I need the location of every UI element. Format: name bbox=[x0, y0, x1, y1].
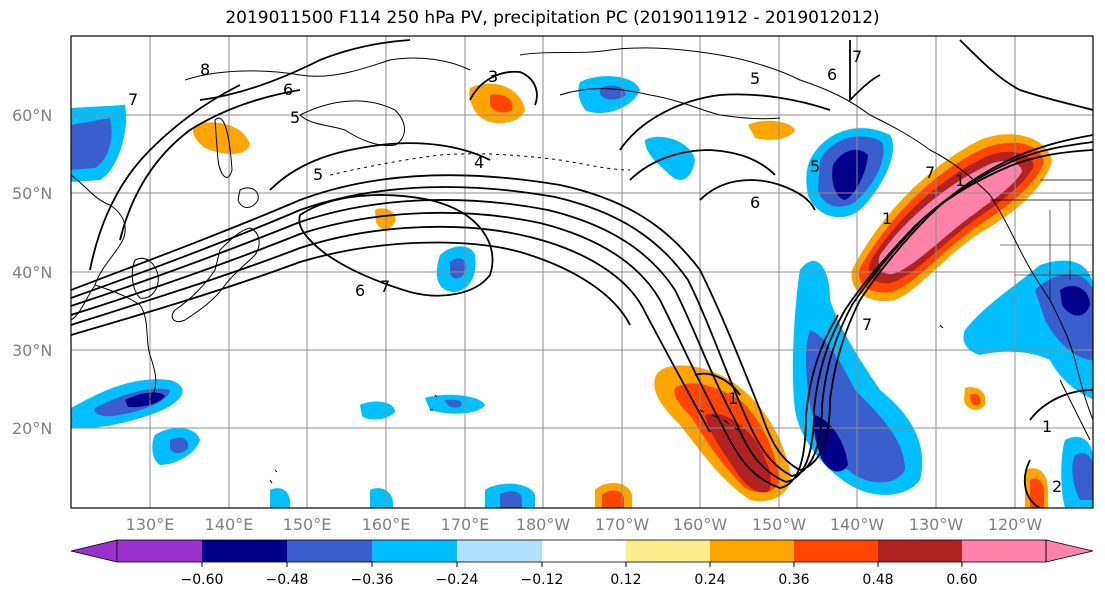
colorbar-tick-label: 0.24 bbox=[694, 572, 725, 588]
lon-label: 120°W bbox=[988, 515, 1043, 534]
gridlines bbox=[71, 36, 1093, 508]
lat-label: 60°N bbox=[12, 106, 52, 125]
contour-label: 7 bbox=[862, 315, 872, 334]
lon-label: 150°W bbox=[752, 515, 807, 534]
colorbar-bin bbox=[710, 540, 794, 562]
contour-label: 6 bbox=[283, 80, 293, 99]
colorbar-extend-high bbox=[1045, 539, 1094, 563]
colorbar-tick-label: −0.24 bbox=[436, 572, 479, 588]
colorbar-bin bbox=[372, 540, 457, 562]
colorbar-tick-label: −0.12 bbox=[521, 572, 564, 588]
contour-label: 5 bbox=[290, 108, 300, 127]
contour-label: 4 bbox=[474, 153, 484, 172]
colorbar-bin bbox=[287, 540, 372, 562]
colorbar-bin bbox=[878, 540, 962, 562]
lat-label: 50°N bbox=[12, 184, 52, 203]
contour-label: 6 bbox=[355, 281, 365, 300]
lon-label: 170°W bbox=[595, 515, 650, 534]
colorbar-tick-label: −0.48 bbox=[266, 572, 309, 588]
contour-label: 7 bbox=[128, 90, 138, 109]
colorbar-bin bbox=[626, 540, 710, 562]
colorbar-tick-label: −0.36 bbox=[351, 572, 394, 588]
lon-label: 130°E bbox=[126, 515, 175, 534]
lon-label: 180°W bbox=[516, 515, 571, 534]
colorbar-bin bbox=[117, 540, 202, 562]
colorbar-tick-label: 0.60 bbox=[946, 572, 977, 588]
colorbar-tick-label: 0.12 bbox=[610, 572, 641, 588]
lon-label: 140°E bbox=[205, 515, 254, 534]
contour-label: 6 bbox=[750, 193, 760, 212]
colorbar-bin bbox=[202, 540, 287, 562]
colorbar-bin bbox=[542, 540, 626, 562]
colorbar-bin bbox=[794, 540, 878, 562]
contour-label: 5 bbox=[750, 69, 760, 88]
lon-label: 170°E bbox=[441, 515, 490, 534]
colorbar-tick-label: 0.36 bbox=[778, 572, 809, 588]
colorbar-tick-label: −0.60 bbox=[181, 572, 224, 588]
pv-contours bbox=[71, 39, 1093, 508]
contour-label: 1 bbox=[882, 209, 892, 228]
map-panel: 8 7 6 5 3 5 4 5 7 6 6 5 6 7 7 1 1 7 1 1 … bbox=[71, 36, 1093, 508]
lat-label: 40°N bbox=[12, 263, 52, 282]
lon-label: 160°W bbox=[673, 515, 728, 534]
figure-title: 2019011500 F114 250 hPa PV, precipitatio… bbox=[225, 8, 880, 28]
lon-label: 140°W bbox=[830, 515, 885, 534]
contour-label: 1 bbox=[955, 171, 965, 190]
contour-label: 6 bbox=[827, 65, 837, 84]
contour-labels: 8 7 6 5 3 5 4 5 7 6 6 5 6 7 7 1 1 7 1 1 … bbox=[128, 47, 1062, 496]
map-frame bbox=[70, 35, 1094, 509]
contour-label: 1 bbox=[728, 389, 738, 408]
contour-label: 8 bbox=[200, 60, 210, 79]
lon-label: 160°E bbox=[362, 515, 411, 534]
contour-label: 3 bbox=[488, 67, 498, 86]
latitude-labels: 60°N 50°N 40°N 30°N 20°N bbox=[12, 106, 52, 438]
coastlines bbox=[71, 47, 1093, 484]
colorbar-bin bbox=[457, 540, 542, 562]
contour-label: 7 bbox=[380, 277, 390, 296]
lon-label: 150°E bbox=[283, 515, 332, 534]
lat-label: 30°N bbox=[12, 341, 52, 360]
longitude-labels: 130°E 140°E 150°E 160°E 170°E 180°W 170°… bbox=[126, 515, 1043, 534]
contour-label: 5 bbox=[313, 165, 323, 184]
colorbar-bin bbox=[962, 540, 1046, 562]
contour-label: 5 bbox=[810, 157, 820, 176]
colorbar-extend-low bbox=[70, 539, 118, 563]
contour-label: 7 bbox=[925, 163, 935, 182]
contour-label: 2 bbox=[1052, 477, 1062, 496]
colorbar-tick-label: 0.48 bbox=[862, 572, 893, 588]
lat-label: 20°N bbox=[12, 419, 52, 438]
lon-label: 130°W bbox=[909, 515, 964, 534]
contour-label: 7 bbox=[852, 47, 862, 66]
contour-label: 1 bbox=[1042, 417, 1052, 436]
colorbar: −0.60 −0.48 −0.36 −0.24 −0.12 0.12 0.24 … bbox=[70, 539, 1094, 588]
